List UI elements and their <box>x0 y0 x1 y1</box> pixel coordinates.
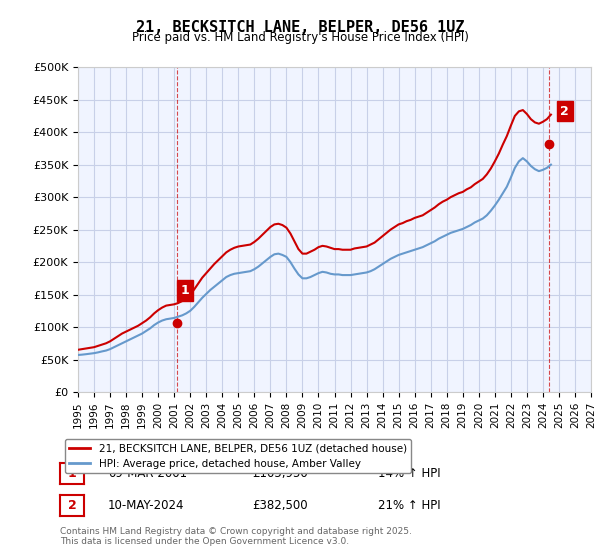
Text: 21, BECKSITCH LANE, BELPER, DE56 1UZ: 21, BECKSITCH LANE, BELPER, DE56 1UZ <box>136 20 464 35</box>
Text: 10-MAY-2024: 10-MAY-2024 <box>108 499 185 512</box>
Text: Contains HM Land Registry data © Crown copyright and database right 2025.
This d: Contains HM Land Registry data © Crown c… <box>60 526 412 546</box>
Text: 2: 2 <box>68 499 76 512</box>
Text: 1: 1 <box>181 284 190 297</box>
Text: £382,500: £382,500 <box>252 499 308 512</box>
Text: 21% ↑ HPI: 21% ↑ HPI <box>378 499 440 512</box>
Text: 09-MAR-2001: 09-MAR-2001 <box>108 467 187 480</box>
Text: 1: 1 <box>68 467 76 480</box>
Legend: 21, BECKSITCH LANE, BELPER, DE56 1UZ (detached house), HPI: Average price, detac: 21, BECKSITCH LANE, BELPER, DE56 1UZ (de… <box>65 439 411 473</box>
Text: 14% ↑ HPI: 14% ↑ HPI <box>378 467 440 480</box>
Text: £105,950: £105,950 <box>252 467 308 480</box>
Text: 2: 2 <box>560 105 569 118</box>
Text: Price paid vs. HM Land Registry's House Price Index (HPI): Price paid vs. HM Land Registry's House … <box>131 31 469 44</box>
